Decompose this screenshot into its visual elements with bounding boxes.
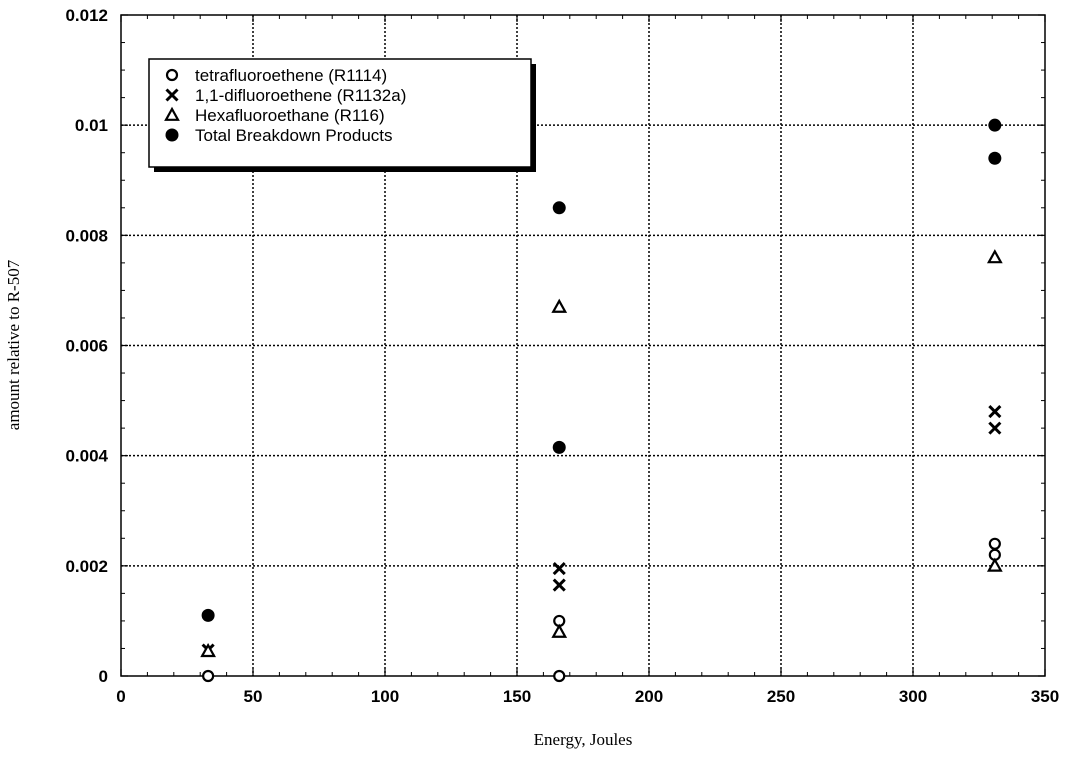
y-tick-label: 0.004 [65,447,108,466]
y-tick-label: 0.01 [75,116,108,135]
data-point-open-circle [553,669,566,683]
x-axis-title: Energy, Joules [534,730,633,749]
y-axis-title: amount relative to R-507 [4,259,23,430]
data-point-open-circle [988,537,1001,550]
legend-box [148,58,532,168]
legend-label: Hexafluoroethane (R116) [195,106,385,125]
data-point-x [988,405,1002,419]
legend-marker-x [165,88,179,102]
y-tick-label: 0.012 [65,6,108,25]
data-point-open-triangle [986,557,1003,572]
y-tick-label: 0.002 [65,557,108,576]
data-point-x [988,421,1002,435]
data-point-filled-circle [552,201,566,215]
data-point-open-triangle [551,623,568,638]
data-point-x [552,578,566,592]
x-tick-label: 250 [767,687,795,706]
x-tick-label: 0 [116,687,125,706]
x-tick-label: 200 [635,687,663,706]
y-tick-label: 0 [99,667,108,686]
legend-label: tetrafluoroethene (R1114) [195,66,387,85]
data-point-filled-circle [988,118,1002,132]
legend: tetrafluoroethene (R1114)1,1-difluoroeth… [148,58,536,172]
legend-items: tetrafluoroethene (R1114)1,1-difluoroeth… [164,66,406,145]
x-tick-label: 350 [1031,687,1059,706]
data-point-x [552,562,566,576]
x-tick-label: 50 [244,687,263,706]
data-point-open-triangle [551,298,568,313]
data-point-open-circle [202,669,215,683]
data-point-open-triangle [200,642,216,658]
legend-label: 1,1-difluoroethene (R1132a) [195,86,406,105]
data-point-filled-circle [552,440,566,454]
legend-marker-filled-circle [165,128,179,142]
labels-layer: 0 50 100 150 200 250 300 350 0 0.002 0.004 0.006 0.0… [65,6,1059,706]
plot-frame [120,14,1046,677]
legend-marker-open-triangle [164,106,180,121]
points-layer [200,118,1003,683]
data-point-open-triangle [986,249,1003,264]
legend-label: Total Breakdown Products [195,126,393,145]
x-tick-label: 100 [371,687,399,706]
data-point-filled-circle [988,151,1002,165]
y-tick-label: 0.008 [65,226,108,245]
y-tick-label: 0.006 [65,337,108,356]
legend-marker-open-circle [165,68,179,82]
x-tick-label: 300 [899,687,927,706]
data-point-filled-circle [201,608,215,622]
x-tick-label: 150 [503,687,531,706]
